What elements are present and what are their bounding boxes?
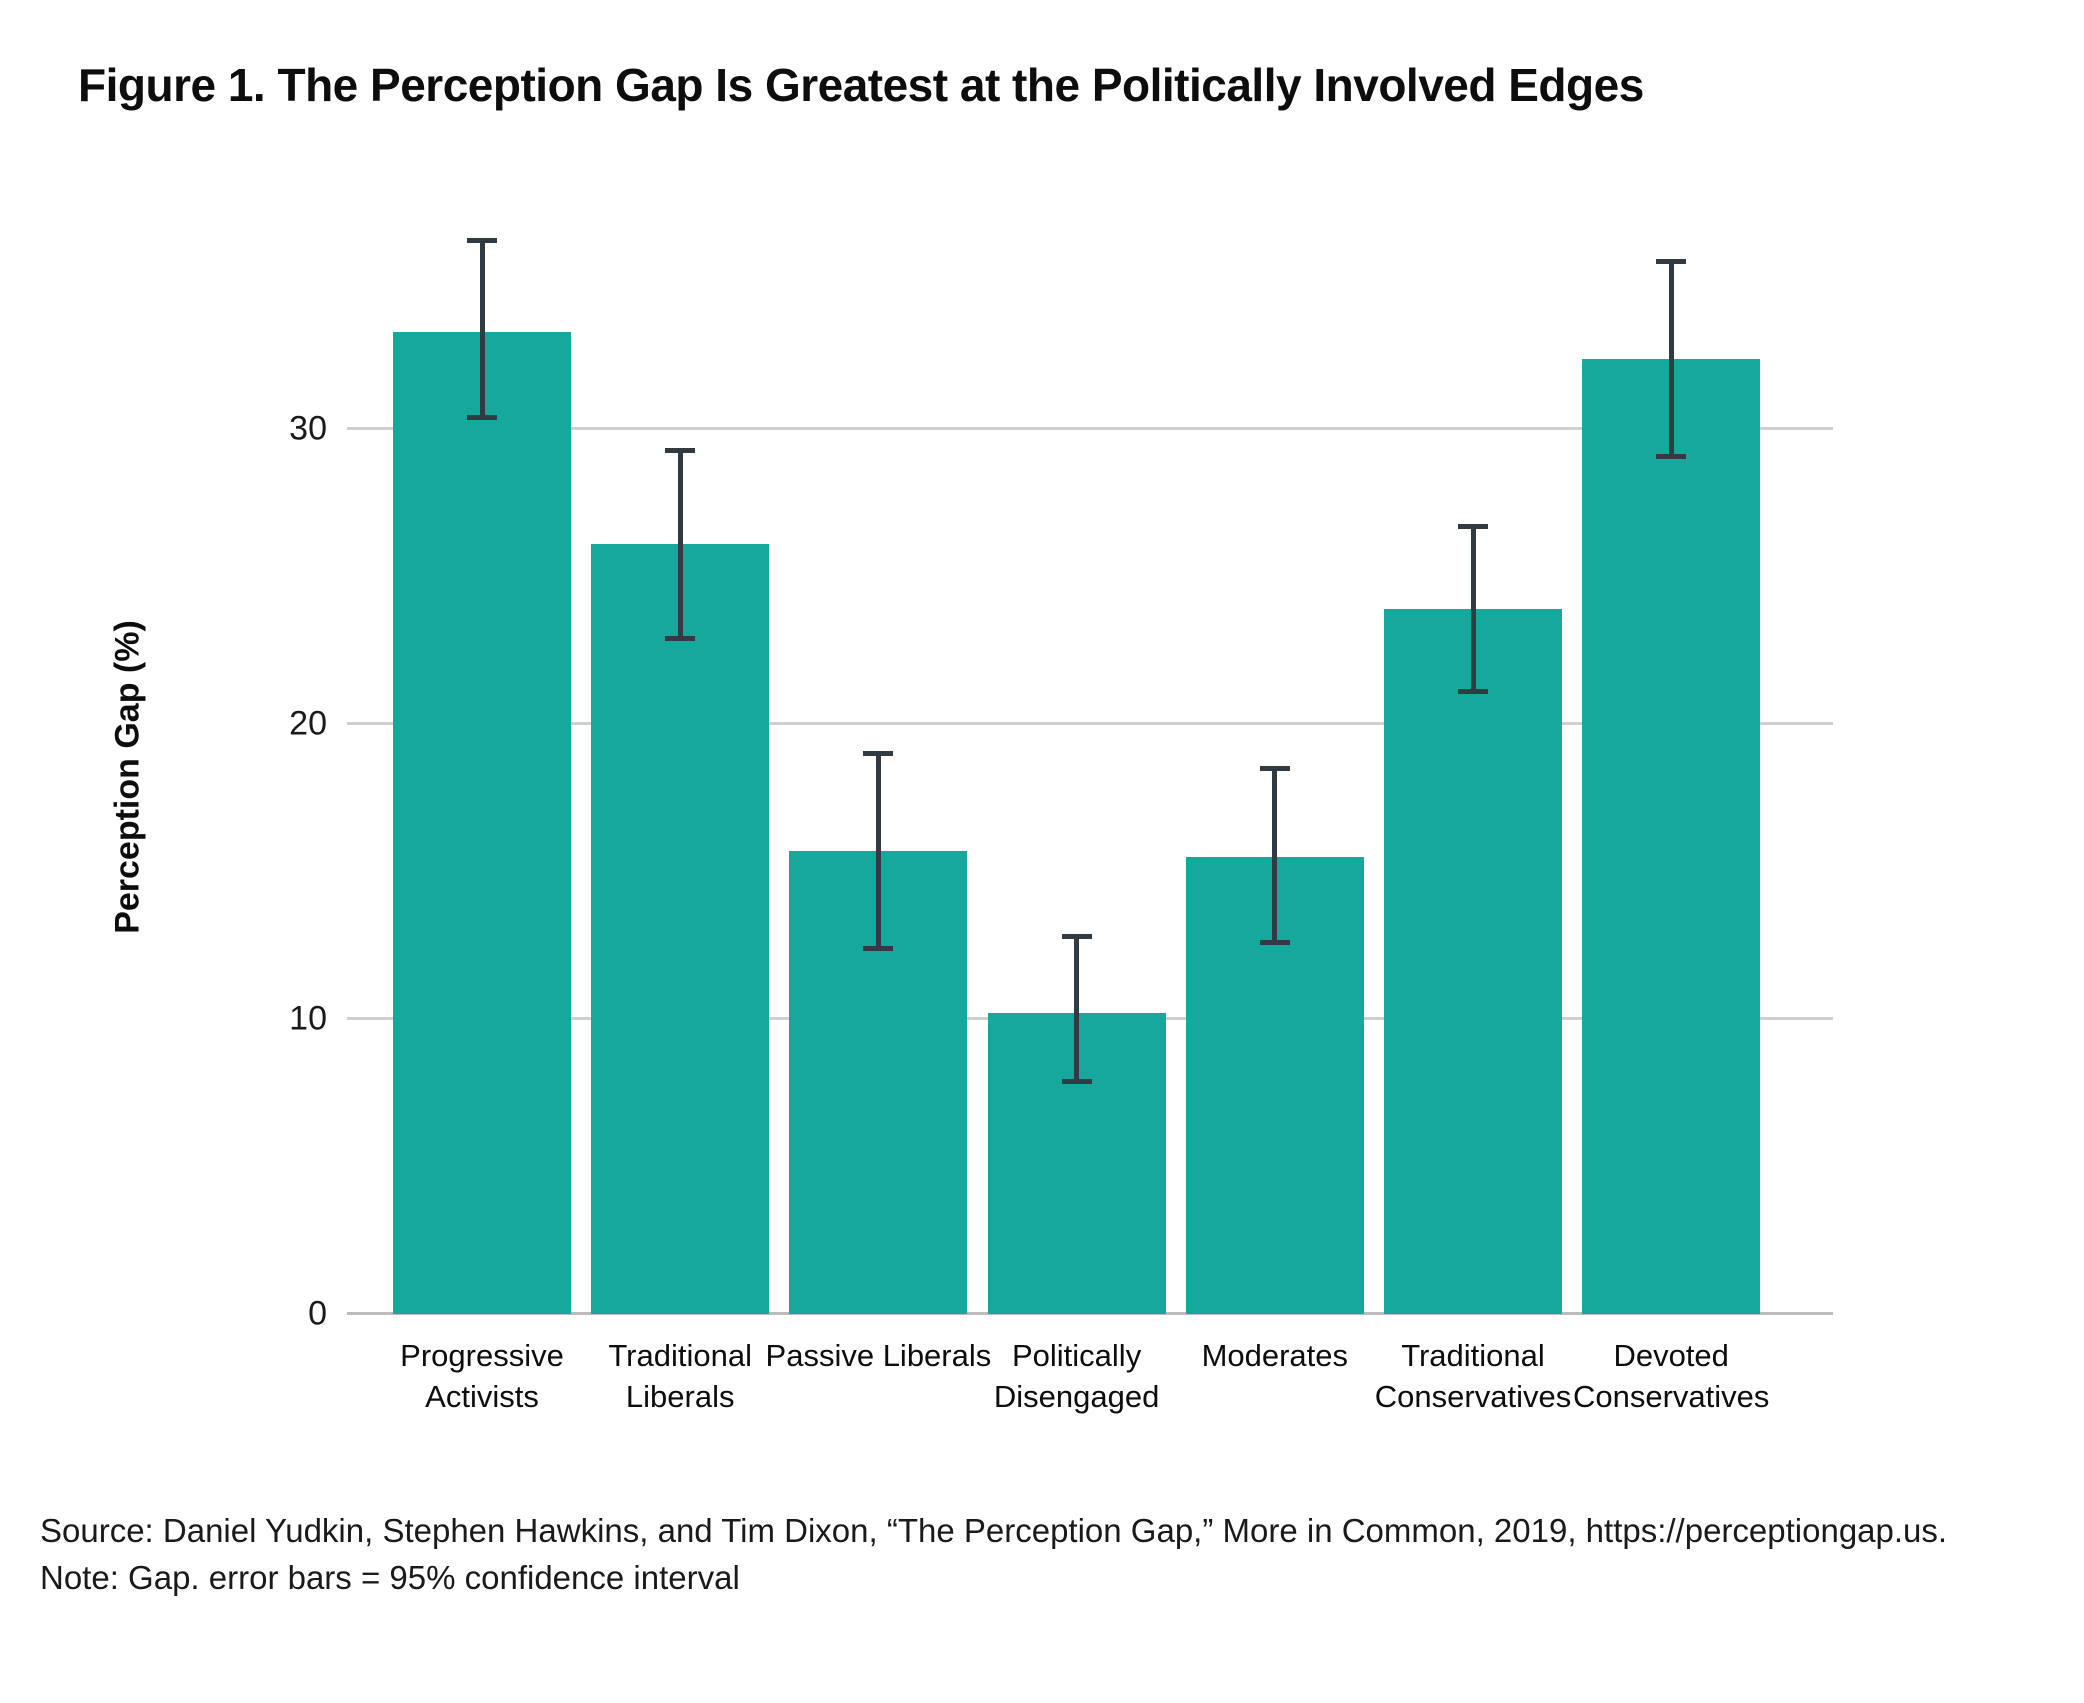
error-bar-line-3 (1074, 936, 1080, 1082)
error-bar-cap-top-0 (467, 238, 497, 244)
y-axis-title: Perception Gap (%) (108, 620, 147, 934)
error-bar-line-6 (1668, 261, 1674, 456)
y-tick-label-10: 10 (289, 999, 327, 1038)
y-tick-label-0: 0 (308, 1294, 327, 1333)
error-bar-cap-top-1 (665, 447, 696, 453)
error-bar-cap-bottom-1 (665, 636, 696, 642)
x-category-label-0: Progressive Activists (400, 1338, 564, 1414)
x-category-label-4: Moderates (1201, 1338, 1349, 1373)
x-category-label-5: Traditional Conservatives (1374, 1338, 1572, 1414)
x-category-label-6: Devoted Conservatives (1572, 1338, 1770, 1414)
error-bar-line-2 (875, 753, 881, 949)
error-bar-line-0 (479, 240, 485, 418)
source-line: Source: Daniel Yudkin, Stephen Hawkins, … (40, 1512, 1948, 1549)
footer: Source: Daniel Yudkin, Stephen Hawkins, … (40, 1508, 1947, 1602)
error-bar-cap-top-2 (863, 751, 894, 757)
gridline-y-20 (347, 722, 1833, 726)
bar-0 (393, 332, 571, 1314)
error-bar-cap-bottom-6 (1656, 453, 1687, 459)
x-category-label-3: Politically Disengaged (993, 1338, 1160, 1414)
figure-title: Figure 1. The Perception Gap Is Greatest… (78, 59, 1644, 111)
error-bar-line-5 (1470, 526, 1476, 692)
error-bar-cap-bottom-5 (1458, 689, 1488, 695)
error-bar-cap-top-3 (1061, 934, 1092, 940)
error-bar-cap-bottom-2 (863, 945, 894, 951)
bar-6 (1582, 358, 1761, 1314)
error-bar-line-4 (1272, 768, 1278, 943)
error-bar-cap-bottom-4 (1259, 940, 1290, 945)
error-bar-cap-bottom-3 (1061, 1078, 1092, 1084)
error-bar-cap-top-5 (1458, 524, 1488, 530)
error-bar-cap-top-6 (1656, 258, 1687, 264)
gridline-y-30 (347, 427, 1833, 431)
error-bar-cap-top-4 (1259, 766, 1290, 772)
error-bar-line-1 (677, 450, 683, 639)
error-bar-cap-bottom-0 (467, 415, 497, 421)
x-category-label-1: Traditional Liberals (608, 1338, 752, 1414)
bar-1 (591, 544, 770, 1314)
x-category-label-2: Passive Liberals (765, 1338, 992, 1373)
bar-5 (1384, 609, 1562, 1314)
plot-area: 0 10 20 30 Progressive Activists Traditional … (289, 170, 1833, 1414)
y-tick-label-30: 30 (289, 409, 327, 448)
y-tick-label-20: 20 (289, 704, 327, 743)
note-line: Note: Gap. error bars = 95% confidence i… (40, 1558, 740, 1596)
